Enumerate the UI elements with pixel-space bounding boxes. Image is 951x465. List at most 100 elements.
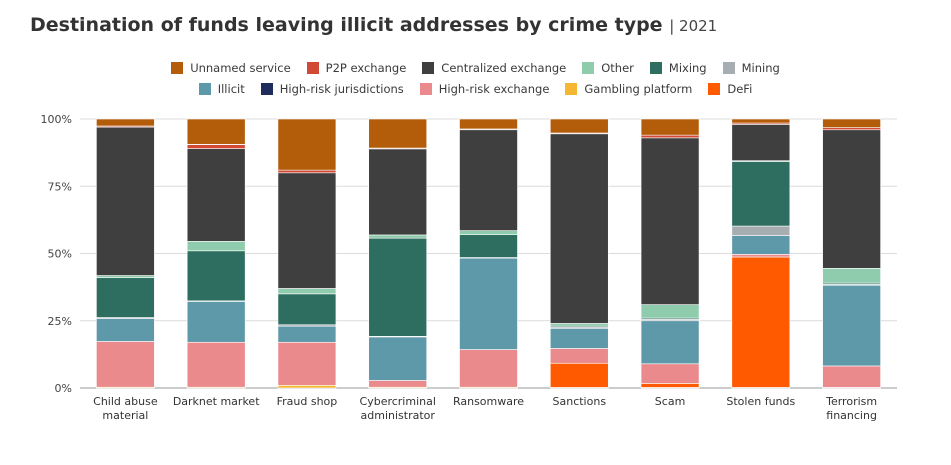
legend-item-p2p-exchange: P2P exchange: [306, 61, 406, 75]
legend-swatch-p2p-exchange: [306, 62, 319, 74]
legend-item-centralized-exchange: Centralized exchange: [422, 61, 566, 75]
legend-row-1: Unnamed service P2P exchange Centralized e…: [0, 61, 951, 75]
bar-segment-centralized-exchange: [96, 126, 155, 276]
legend-swatch-illicit: [198, 83, 211, 95]
legend-swatch-mixing: [649, 62, 662, 74]
bar-segment-centralized-exchange: [640, 137, 700, 305]
legend-swatch-centralized-exchange: [422, 62, 435, 74]
bar-segment-high-risk-exchange: [186, 341, 246, 388]
bar-segment-illicit: [640, 320, 700, 365]
legend-item-mining: Mining: [722, 61, 780, 75]
bar-segment-defi: [731, 256, 791, 388]
bar-segment-mixing: [277, 293, 337, 326]
chart-title-year: | 2021: [669, 17, 718, 35]
y-tick-label: 100%: [41, 113, 72, 126]
legend-item-mixing: Mixing: [649, 61, 707, 75]
legend-item-other: Other: [582, 61, 634, 75]
bar-segment-defi: [640, 383, 700, 388]
bar-segment-illicit: [277, 325, 337, 343]
legend-swatch-gambling-platform: [565, 83, 578, 95]
legend-row-2: Illicit High-risk jurisdictions High-risk …: [0, 82, 951, 96]
legend-label: Gambling platform: [584, 82, 693, 96]
x-category-label: Child abuse material: [93, 395, 158, 422]
legend-item-gambling-platform: Gambling platform: [565, 82, 692, 96]
bar-segment-high-risk-exchange: [731, 254, 791, 258]
bar-segment-unnamed-service: [277, 118, 337, 171]
chart-year: 2021: [679, 17, 718, 35]
legend-swatch-other: [582, 62, 595, 74]
x-category-label: Terrorism financing: [825, 395, 877, 422]
bar-segment-centralized-exchange: [368, 148, 428, 236]
y-tick-label: 75%: [48, 180, 72, 193]
legend-item-illicit: Illicit: [198, 82, 245, 96]
bar-segment-high-risk-exchange: [640, 363, 700, 384]
bar-segment-unnamed-service: [186, 118, 246, 145]
bar-segment-other: [277, 288, 337, 295]
legend-swatch-mining: [722, 62, 735, 74]
bar-segment-high-risk-exchange: [822, 365, 881, 388]
bar-segment-other: [186, 241, 246, 252]
bar-segment-p2p-exchange: [186, 144, 246, 149]
bar-segment-unnamed-service: [96, 118, 155, 127]
legend-label: Other: [601, 61, 634, 75]
bar-segment-high-risk-exchange: [277, 341, 337, 386]
legend-swatch-high-risk-exchange: [419, 83, 432, 95]
bar-segment-unnamed-service: [731, 118, 791, 124]
bar-segment-illicit: [822, 284, 881, 367]
bar-segment-illicit: [731, 235, 791, 255]
bar-segment-mixing: [96, 277, 155, 318]
bar-segment-other: [96, 275, 155, 279]
bar-segment-p2p-exchange: [822, 127, 881, 131]
legend-swatch-high-risk-jurisdictions: [260, 83, 273, 95]
legend-label: High-risk exchange: [438, 82, 550, 96]
bar-segment-p2p-exchange: [277, 169, 337, 174]
bar-segment-centralized-exchange: [186, 148, 246, 242]
bar-segment-centralized-exchange: [277, 172, 337, 289]
bar-segment-other: [459, 230, 518, 235]
legend-label: Illicit: [217, 82, 245, 96]
bar-segment-illicit: [368, 336, 428, 381]
chart-title-text: Destination of funds leaving illicit add…: [30, 14, 663, 36]
bar-segment-unnamed-service: [368, 118, 428, 149]
bar-segment-mixing: [368, 237, 428, 337]
legend-item-high-risk-jurisdictions: High-risk jurisdictions: [260, 82, 404, 96]
x-category-label: Fraud shop: [277, 395, 338, 408]
legend-label: Mixing: [668, 61, 707, 75]
legend-item-unnamed-service: Unnamed service: [171, 61, 291, 75]
bar-segment-high-risk-exchange: [549, 348, 609, 364]
legend-item-defi: DeFi: [708, 82, 752, 96]
bar-segment-centralized-exchange: [459, 129, 518, 231]
x-category-label: Cybercriminal administrator: [360, 395, 436, 422]
legend-label: DeFi: [727, 82, 753, 96]
legend-label: Centralized exchange: [441, 61, 567, 75]
bar-segment-mixing: [186, 250, 246, 302]
legend-label: High-risk jurisdictions: [279, 82, 404, 96]
bar-segment-other: [549, 323, 609, 327]
x-category-label: Scam: [655, 395, 686, 408]
bar-segment-mixing: [731, 161, 791, 227]
bar-segment-other: [640, 304, 700, 319]
bar-segment-defi: [549, 362, 609, 388]
bar-segment-high-risk-exchange: [368, 380, 428, 388]
bar-segment-illicit: [186, 301, 246, 343]
legend-label: Mining: [741, 61, 780, 75]
bar-segment-centralized-exchange: [549, 133, 609, 324]
bar-segment-high-risk-exchange: [459, 349, 518, 388]
chart-title: Destination of funds leaving illicit add…: [30, 14, 717, 36]
bar-segment-mining: [731, 225, 791, 236]
legend-swatch-defi: [708, 83, 721, 95]
bar-segment-illicit: [96, 318, 155, 342]
legend-item-high-risk-exchange: High-risk exchange: [419, 82, 550, 96]
bar-segment-p2p-exchange: [640, 134, 700, 139]
legend-label: Unnamed service: [190, 61, 291, 75]
bar-segment-unnamed-service: [459, 118, 518, 130]
bar-segment-other: [368, 234, 428, 239]
bar-segment-illicit: [549, 327, 609, 349]
bar-segment-unnamed-service: [549, 118, 609, 134]
bar-segment-high-risk-exchange: [96, 341, 155, 388]
bar-segment-unnamed-service: [822, 118, 881, 128]
bar-segment-mixing: [459, 234, 518, 258]
y-tick-label: 0%: [55, 382, 72, 395]
bar-segment-unnamed-service: [640, 118, 700, 136]
